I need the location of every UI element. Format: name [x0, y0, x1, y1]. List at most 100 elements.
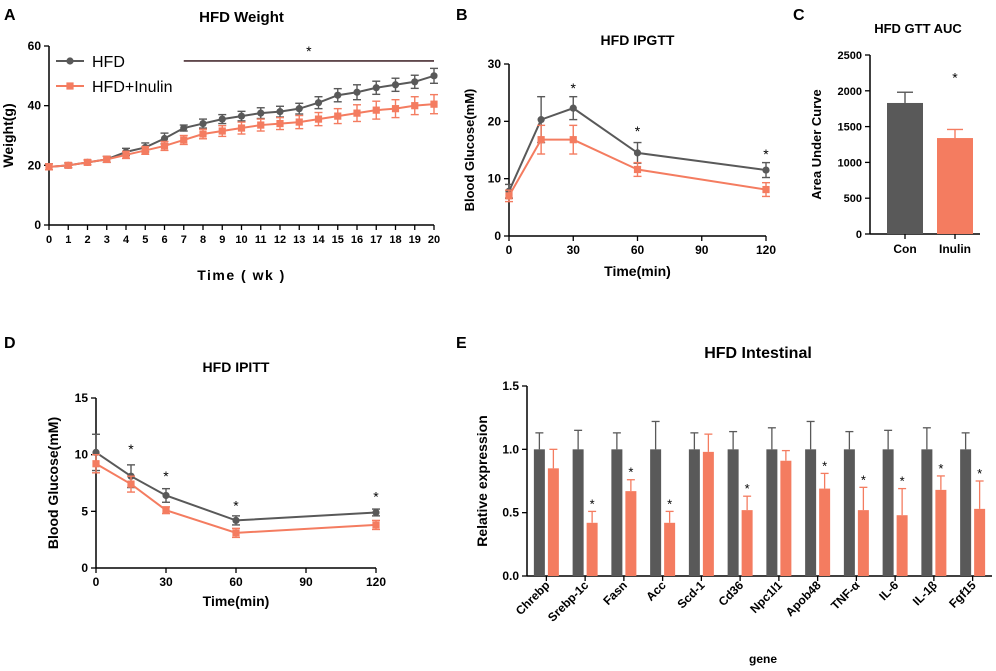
- y-tick-label: 500: [844, 193, 862, 205]
- y-axis-label: Blood Glucose(mM): [45, 417, 61, 549]
- data-point: [314, 99, 323, 107]
- x-tick-label: Inulin: [939, 242, 971, 256]
- y-tick-label: 1500: [838, 122, 862, 134]
- y-tick-label: 0.0: [502, 569, 519, 583]
- data-point: [505, 192, 513, 200]
- y-tick-label: 40: [28, 99, 42, 113]
- legend-label: HFD+Inulin: [92, 79, 172, 96]
- chart-title: HFD Weight: [199, 9, 284, 26]
- x-tick-label: 7: [181, 234, 187, 246]
- x-tick-label: 20: [428, 234, 440, 246]
- x-tick-label: 120: [366, 575, 386, 589]
- data-point: [92, 460, 100, 468]
- x-tick-label: 30: [159, 575, 173, 589]
- x-tick-label: Srebp-1c: [545, 578, 591, 624]
- y-tick-label: 15: [75, 391, 89, 405]
- data-point: [199, 119, 207, 128]
- x-tick-label: 120: [756, 243, 776, 257]
- significance-marker: *: [306, 43, 312, 59]
- panel-letter-D: D: [4, 335, 16, 352]
- significance-marker: *: [571, 80, 577, 96]
- y-tick-label: 1.0: [502, 442, 519, 456]
- bar: [625, 491, 637, 576]
- data-point: [237, 124, 246, 132]
- x-tick-label: Npc1l1: [747, 578, 785, 616]
- bar: [586, 522, 598, 576]
- chart-title: HFD IPGTT: [601, 32, 675, 48]
- data-point: [430, 72, 438, 80]
- x-tick-label: 30: [567, 243, 581, 257]
- data-point: [762, 166, 770, 174]
- x-tick-label: 3: [104, 234, 110, 246]
- x-tick-label: Scd-1: [674, 578, 707, 611]
- chart-panel-c: 0 500 1000 1500 2000 2500 Con Inulin * HFD GTT AU…: [809, 21, 980, 256]
- bar: [702, 451, 714, 576]
- x-tick-label: 4: [123, 234, 130, 246]
- x-tick-label: 8: [200, 234, 206, 246]
- x-tick-label: Fasn: [600, 578, 630, 608]
- bar: [935, 489, 947, 576]
- panel-letter-B: B: [456, 7, 468, 24]
- data-point: [334, 91, 342, 99]
- x-axis-label: Time ( wk ): [197, 267, 286, 283]
- bar: [843, 449, 855, 576]
- legend-label: HFD: [92, 54, 125, 71]
- bar: [547, 468, 559, 576]
- y-tick-label: 0.5: [502, 506, 519, 520]
- significance-marker: *: [128, 441, 134, 457]
- data-point: [276, 119, 284, 128]
- data-point: [122, 151, 130, 159]
- data-point: [295, 105, 303, 113]
- significance-marker: *: [745, 481, 750, 496]
- data-point: [633, 149, 642, 157]
- data-point: [232, 529, 240, 537]
- data-point: [257, 109, 265, 117]
- bar: [780, 460, 792, 576]
- bar: [650, 449, 662, 576]
- x-tick-label: Con: [893, 242, 916, 256]
- significance-marker: *: [590, 496, 595, 511]
- y-tick-label: 20: [488, 114, 502, 128]
- panel-letter-E: E: [456, 335, 467, 352]
- data-point: [372, 508, 380, 517]
- x-tick-label: TNF-α: [828, 578, 863, 613]
- significance-marker: *: [952, 69, 958, 85]
- y-tick-label: 1000: [838, 157, 862, 169]
- x-tick-label: 0: [46, 234, 52, 246]
- significance-marker: *: [628, 465, 633, 480]
- data-point: [391, 105, 400, 113]
- y-tick-label: 30: [488, 57, 502, 71]
- x-tick-label: Fgf15: [946, 578, 979, 611]
- y-tick-label: 2000: [838, 86, 862, 98]
- x-tick-label: 16: [351, 234, 363, 246]
- bar: [688, 449, 700, 576]
- y-tick-label: 2500: [838, 50, 862, 62]
- significance-marker: *: [373, 488, 379, 504]
- x-axis-label: gene: [749, 652, 777, 666]
- data-point: [569, 136, 577, 144]
- significance-marker: *: [667, 496, 672, 511]
- data-point: [276, 108, 284, 116]
- series-hfd-inulin: [505, 124, 770, 203]
- data-point: [537, 116, 545, 124]
- x-tick-label: 60: [631, 243, 645, 257]
- bar: [819, 488, 831, 576]
- y-axis-label: Blood Glucose(mM): [462, 89, 477, 212]
- data-point: [430, 100, 438, 108]
- y-tick-label: 5: [81, 504, 88, 518]
- data-point: [372, 106, 380, 114]
- data-point: [391, 81, 400, 89]
- data-point: [411, 102, 419, 110]
- series-hfd-inulin: [45, 93, 438, 171]
- y-tick-label: 0: [494, 229, 501, 243]
- y-tick-label: 10: [75, 448, 89, 462]
- y-tick-label: 10: [488, 172, 502, 186]
- data-point: [45, 163, 53, 171]
- bar: [611, 449, 623, 576]
- y-axis-label: Relative expression: [474, 415, 490, 547]
- y-tick-label: 0: [856, 229, 862, 241]
- data-point: [160, 134, 169, 143]
- data-point: [633, 165, 642, 174]
- x-tick-label: Cd36: [716, 578, 747, 609]
